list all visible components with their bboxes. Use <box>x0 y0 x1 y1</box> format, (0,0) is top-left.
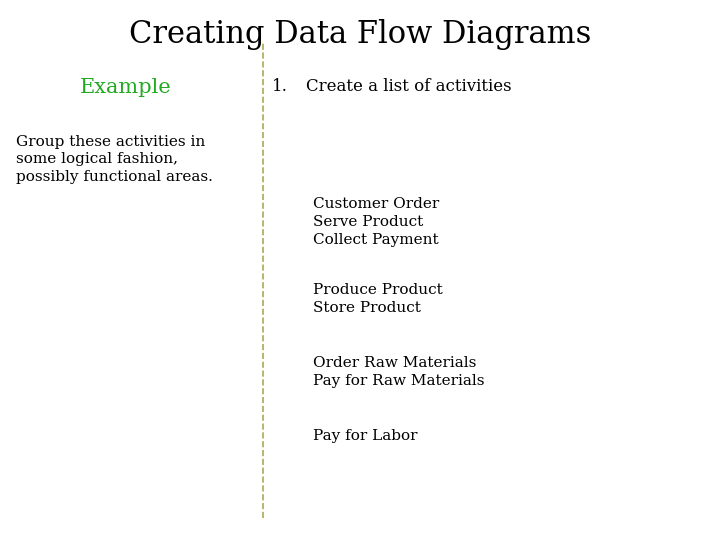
Text: Creating Data Flow Diagrams: Creating Data Flow Diagrams <box>129 19 591 50</box>
Text: Create a list of activities: Create a list of activities <box>306 78 512 95</box>
Text: Customer Order
Serve Product
Collect Payment: Customer Order Serve Product Collect Pay… <box>313 197 439 247</box>
Text: Produce Product
Store Product: Produce Product Store Product <box>313 284 443 315</box>
Text: Order Raw Materials
Pay for Raw Materials: Order Raw Materials Pay for Raw Material… <box>313 356 485 388</box>
Text: Group these activities in
some logical fashion,
possibly functional areas.: Group these activities in some logical f… <box>16 135 212 184</box>
Text: 1.: 1. <box>272 78 288 95</box>
Text: Pay for Labor: Pay for Labor <box>313 429 418 443</box>
Text: Example: Example <box>80 78 172 97</box>
